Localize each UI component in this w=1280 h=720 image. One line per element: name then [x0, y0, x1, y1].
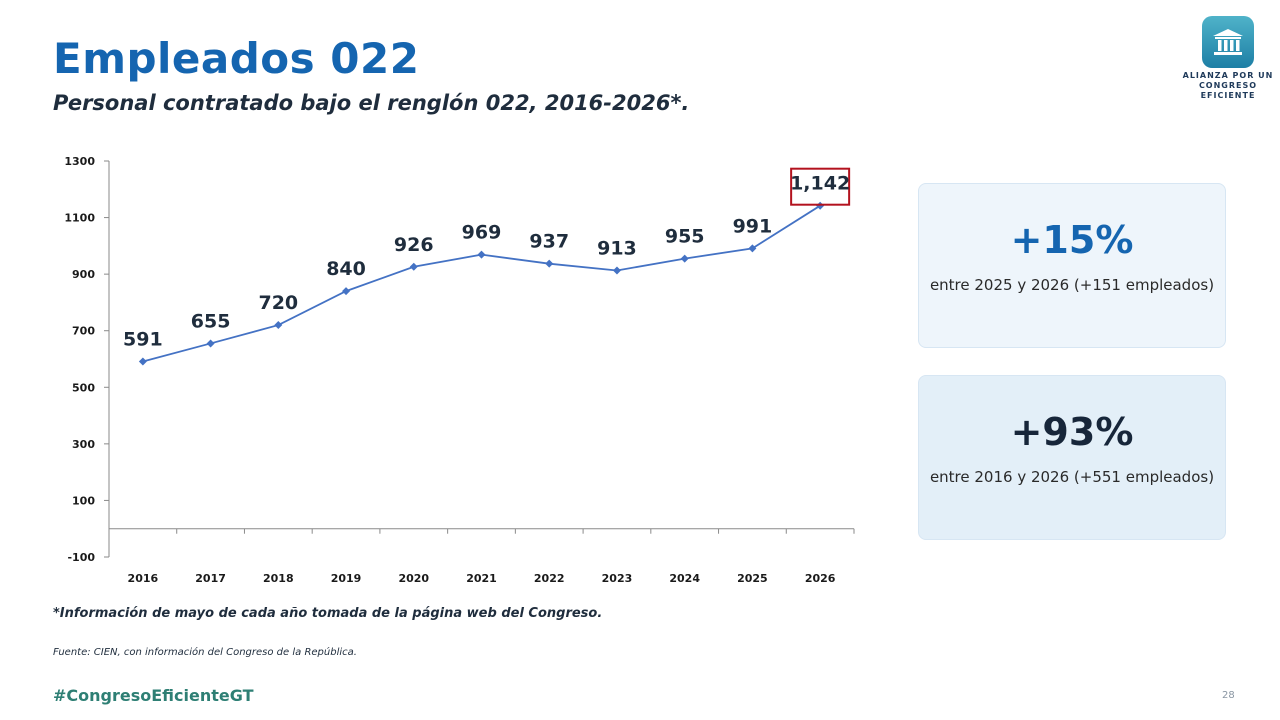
x-tick-label: 2024	[669, 572, 700, 585]
growth-percent-2025-2026: +15%	[1010, 218, 1134, 262]
x-tick-label: 2020	[398, 572, 429, 585]
data-label: 1,142	[790, 173, 850, 195]
data-label: 655	[191, 310, 231, 332]
data-label: 937	[529, 231, 569, 253]
data-point	[477, 250, 486, 259]
data-label: 955	[665, 226, 705, 248]
x-tick-label: 2023	[602, 572, 633, 585]
line-chart: -100 100 300 500 700 900 1100 1300 2016 2017 2018 2…	[64, 155, 855, 585]
y-tick-label: 300	[72, 438, 95, 451]
growth-card-2016-2026: +93% entre 2016 y 2026 (+551 empleados)	[918, 375, 1226, 540]
x-tick-label: 2019	[331, 572, 362, 585]
x-tick-label: 2021	[466, 572, 497, 585]
building-columns-icon	[1202, 16, 1254, 68]
data-label: 913	[597, 237, 637, 259]
growth-card-2025-2026: +15% entre 2025 y 2026 (+151 empleados)	[918, 183, 1226, 348]
data-point	[342, 287, 351, 296]
highlight-box	[790, 167, 851, 206]
x-tick-label: 2025	[737, 572, 768, 585]
data-label: 926	[394, 234, 434, 256]
data-point	[680, 254, 689, 263]
growth-percent-2016-2026: +93%	[1010, 410, 1134, 454]
data-label: 591	[123, 329, 163, 351]
x-tick-label: 2018	[263, 572, 294, 585]
data-label: 969	[462, 222, 502, 244]
y-tick-label: 1300	[64, 155, 95, 168]
data-point	[748, 244, 757, 253]
growth-desc-2016-2026: entre 2016 y 2026 (+551 empleados)	[929, 468, 1215, 486]
data-label: 991	[733, 215, 773, 237]
y-tick-label: 700	[72, 325, 95, 338]
y-tick-label: -100	[67, 551, 95, 564]
logo: ALIANZA POR UN CONGRESO EFICIENTE	[1178, 16, 1278, 101]
data-point	[545, 259, 554, 268]
logo-text-line1: ALIANZA POR UN	[1182, 71, 1274, 80]
y-tick-label: 900	[72, 268, 95, 281]
hashtag: #CongresoEficienteGT	[53, 686, 254, 705]
x-tick-label: 2022	[534, 572, 565, 585]
x-tick-label: 2017	[195, 572, 226, 585]
data-label: 720	[258, 292, 298, 314]
x-tick-label: 2016	[128, 572, 159, 585]
data-point	[612, 266, 621, 275]
growth-desc-2025-2026: entre 2025 y 2026 (+151 empleados)	[929, 276, 1215, 294]
page-number: 28	[1222, 690, 1235, 701]
x-tick-label: 2026	[805, 572, 836, 585]
data-point	[138, 357, 147, 366]
data-point	[274, 321, 283, 330]
data-point	[409, 262, 418, 271]
footnote: *Información de mayo de cada año tomada …	[53, 606, 603, 621]
data-label: 840	[326, 258, 366, 280]
y-tick-label: 1100	[64, 212, 95, 225]
logo-text-line2: CONGRESO EFICIENTE	[1198, 81, 1258, 100]
page-title: Empleados 022	[53, 34, 420, 83]
y-tick-label: 500	[72, 381, 95, 394]
source-note: Fuente: CIEN, con información del Congre…	[53, 647, 357, 658]
y-tick-label: 100	[72, 494, 95, 507]
data-point	[206, 339, 215, 348]
page-subtitle: Personal contratado bajo el renglón 022,…	[53, 91, 690, 115]
